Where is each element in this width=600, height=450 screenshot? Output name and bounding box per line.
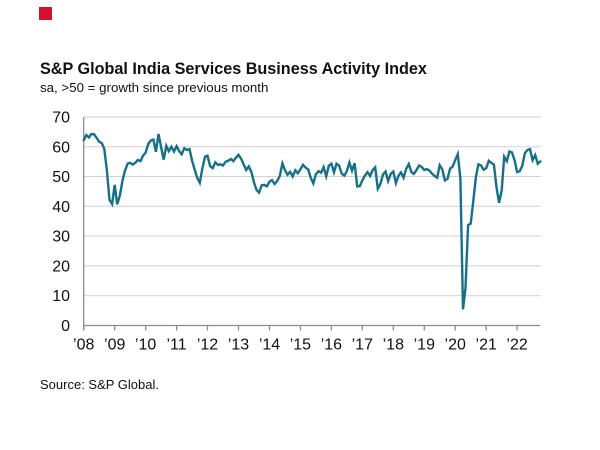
svg-text:30: 30 — [52, 229, 70, 246]
svg-text:0: 0 — [61, 318, 70, 335]
svg-text:’09: ’09 — [104, 337, 125, 354]
svg-text:’18: ’18 — [383, 337, 404, 354]
svg-text:10: 10 — [52, 288, 70, 305]
svg-text:’22: ’22 — [506, 337, 527, 354]
svg-text:50: 50 — [52, 169, 70, 186]
svg-text:40: 40 — [52, 199, 70, 216]
svg-text:20: 20 — [52, 258, 70, 275]
svg-text:’21: ’21 — [476, 337, 497, 354]
svg-text:’20: ’20 — [445, 337, 466, 354]
svg-text:’10: ’10 — [135, 337, 156, 354]
svg-text:’17: ’17 — [352, 337, 373, 354]
svg-text:’11: ’11 — [167, 337, 187, 354]
svg-text:’19: ’19 — [414, 337, 435, 354]
svg-text:’16: ’16 — [321, 337, 342, 354]
svg-text:’13: ’13 — [228, 337, 249, 354]
svg-text:’15: ’15 — [290, 337, 311, 354]
svg-text:’14: ’14 — [259, 337, 280, 354]
svg-text:60: 60 — [52, 139, 70, 156]
svg-text:70: 70 — [52, 110, 70, 127]
svg-text:’12: ’12 — [197, 337, 218, 354]
svg-text:’08: ’08 — [73, 337, 94, 354]
